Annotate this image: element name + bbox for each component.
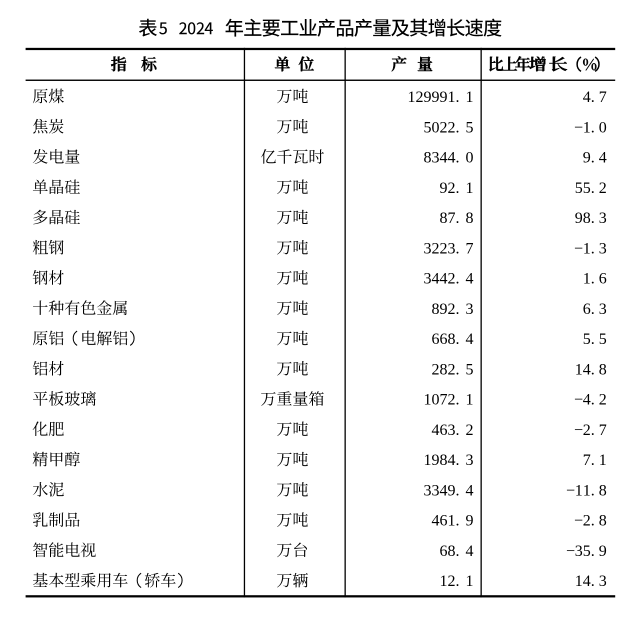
svg-text:5022.5: 5022.5 [424,119,474,136]
svg-text:282.5: 282.5 [432,361,474,378]
svg-text:1984.3: 1984.3 [424,452,474,469]
svg-text:7.1: 7.1 [583,452,607,469]
svg-text:14.8: 14.8 [575,361,607,378]
svg-text:87.8: 87.8 [440,210,474,227]
svg-text:92.1: 92.1 [440,180,474,197]
svg-text:−4.2: −4.2 [574,392,607,409]
svg-text:5.5: 5.5 [583,331,607,348]
svg-text:1072.1: 1072.1 [424,392,474,409]
svg-text:−2.8: −2.8 [574,513,607,530]
svg-text:129991.1: 129991.1 [408,89,474,106]
svg-text:−1.3: −1.3 [574,240,607,257]
svg-text:1.6: 1.6 [583,271,607,288]
svg-text:3223.7: 3223.7 [424,240,474,257]
svg-text:14.3: 14.3 [575,573,607,590]
svg-text:−35.9: −35.9 [566,543,607,560]
svg-text:3349.4: 3349.4 [424,482,474,499]
svg-text:98.3: 98.3 [575,210,607,227]
svg-text:668.4: 668.4 [432,331,474,348]
svg-text:4.7: 4.7 [583,89,607,106]
svg-text:892.3: 892.3 [432,301,474,318]
svg-text:12.1: 12.1 [440,573,474,590]
svg-text:−2.7: −2.7 [574,422,607,439]
svg-text:−1.0: −1.0 [574,119,607,136]
svg-text:68.4: 68.4 [440,543,474,560]
svg-text:463.2: 463.2 [432,422,474,439]
svg-text:8344.0: 8344.0 [424,150,474,167]
svg-text:55.2: 55.2 [575,180,607,197]
svg-text:9.4: 9.4 [583,150,607,167]
svg-text:461.9: 461.9 [432,513,474,530]
svg-text:3442.4: 3442.4 [424,271,474,288]
svg-text:−11.8: −11.8 [566,482,607,499]
svg-text:6.3: 6.3 [583,301,607,318]
